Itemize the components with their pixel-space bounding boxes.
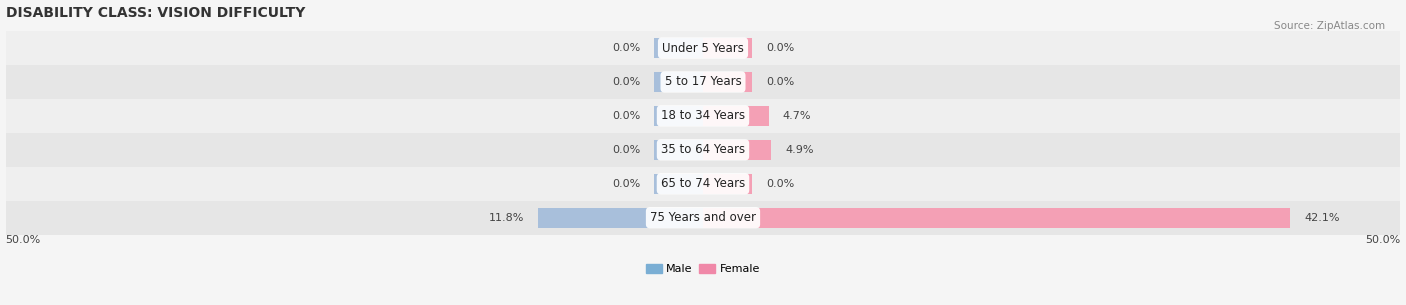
Text: 35 to 64 Years: 35 to 64 Years [661, 143, 745, 156]
Text: 50.0%: 50.0% [6, 235, 41, 245]
Legend: Male, Female: Male, Female [641, 260, 765, 279]
Bar [6, 31, 1400, 65]
Text: 18 to 34 Years: 18 to 34 Years [661, 109, 745, 122]
Text: 0.0%: 0.0% [766, 77, 794, 87]
Bar [654, 106, 703, 126]
Text: 0.0%: 0.0% [612, 179, 640, 189]
Text: 0.0%: 0.0% [612, 145, 640, 155]
Text: 4.9%: 4.9% [786, 145, 814, 155]
Text: 0.0%: 0.0% [612, 77, 640, 87]
Text: 42.1%: 42.1% [1305, 213, 1340, 223]
Text: 4.7%: 4.7% [783, 111, 811, 121]
Bar [654, 140, 703, 160]
Bar [703, 140, 772, 160]
Text: 11.8%: 11.8% [489, 213, 524, 223]
Text: 65 to 74 Years: 65 to 74 Years [661, 177, 745, 190]
Bar [703, 207, 1291, 228]
Text: Source: ZipAtlas.com: Source: ZipAtlas.com [1274, 21, 1385, 31]
Bar [654, 174, 703, 194]
Bar [6, 201, 1400, 235]
Text: 50.0%: 50.0% [1365, 235, 1400, 245]
Text: 0.0%: 0.0% [766, 179, 794, 189]
Text: 5 to 17 Years: 5 to 17 Years [665, 75, 741, 88]
Bar [703, 38, 752, 58]
Text: 0.0%: 0.0% [612, 111, 640, 121]
Bar [6, 167, 1400, 201]
Text: 0.0%: 0.0% [612, 43, 640, 53]
Text: DISABILITY CLASS: VISION DIFFICULTY: DISABILITY CLASS: VISION DIFFICULTY [6, 5, 305, 20]
Text: 75 Years and over: 75 Years and over [650, 211, 756, 224]
Text: Under 5 Years: Under 5 Years [662, 41, 744, 55]
Bar [654, 38, 703, 58]
Bar [6, 65, 1400, 99]
Bar [703, 174, 752, 194]
Bar [654, 72, 703, 92]
Text: 0.0%: 0.0% [766, 43, 794, 53]
Bar [6, 133, 1400, 167]
Bar [703, 72, 752, 92]
Bar [703, 106, 769, 126]
Bar [6, 99, 1400, 133]
Bar [538, 207, 703, 228]
